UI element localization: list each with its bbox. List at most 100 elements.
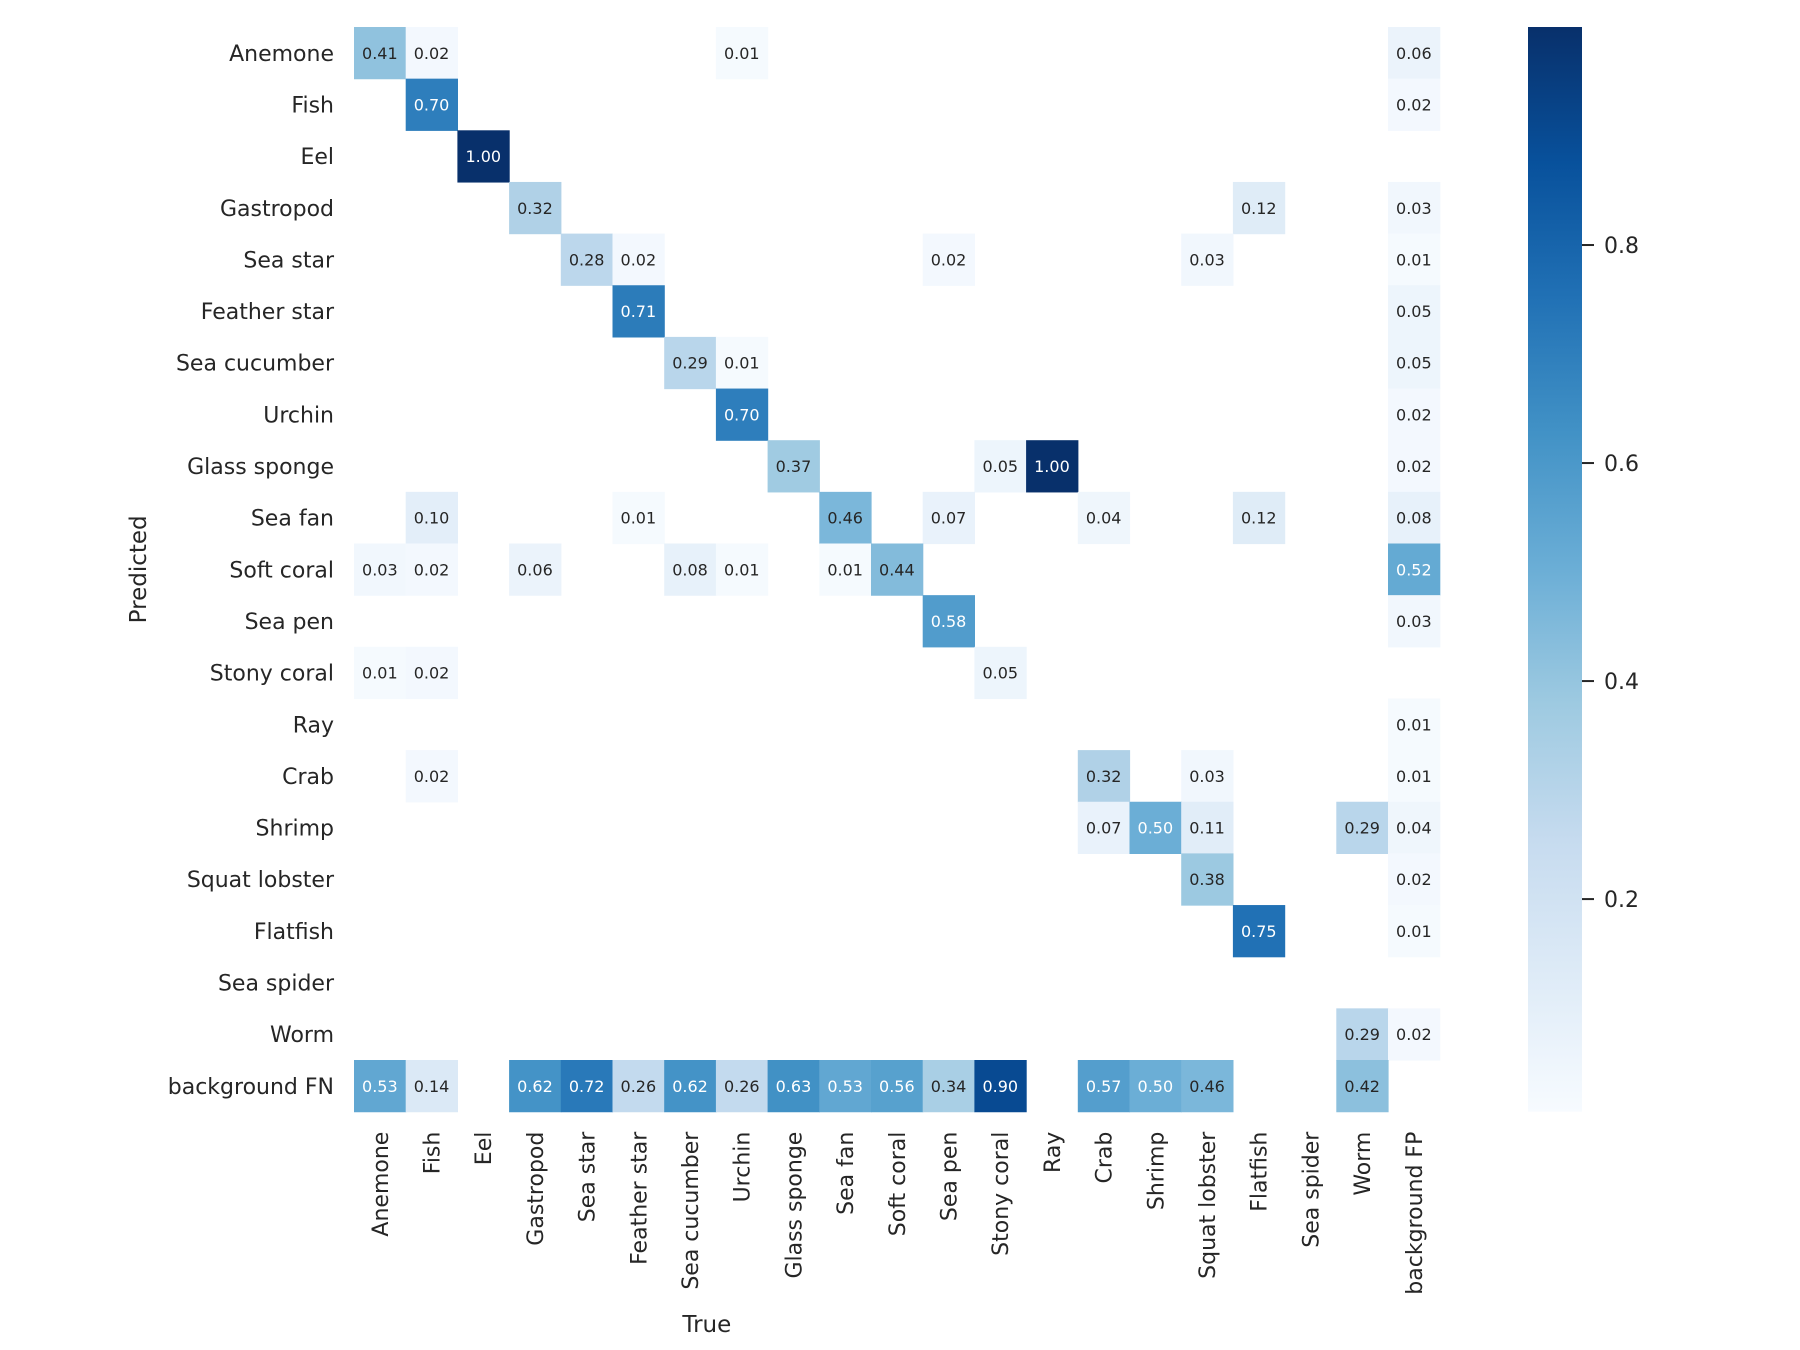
- cell-value-label: 0.01: [724, 44, 760, 63]
- heatmap-cell: [1388, 595, 1441, 648]
- cell-value-label: 0.52: [1396, 560, 1432, 579]
- cell-value-label: 0.02: [414, 44, 450, 63]
- heatmap-cell: [1388, 491, 1441, 545]
- cell-value-label: 0.02: [414, 560, 450, 579]
- heatmap-cell: [715, 27, 769, 80]
- x-tick-label: Sea spider: [1299, 1131, 1324, 1248]
- x-tick-label: Fish: [421, 1132, 446, 1175]
- cell-value-label: 0.70: [414, 95, 450, 114]
- y-tick-label: Sea spider: [218, 972, 335, 997]
- heatmap-cell: [612, 285, 665, 338]
- cell-value-label: 0.02: [414, 767, 450, 786]
- cell-value-label: 0.06: [517, 560, 553, 579]
- cell-value-label: 0.46: [1189, 1077, 1225, 1096]
- heatmap-cell: [974, 1060, 1027, 1113]
- y-tick-label: Flatfish: [254, 920, 334, 945]
- cell-value-label: 0.56: [879, 1077, 915, 1096]
- cell-value-label: 0.42: [1344, 1077, 1380, 1096]
- cell-value-label: 0.01: [1396, 767, 1432, 786]
- heatmap-cell: [1232, 181, 1286, 235]
- heatmap-cell: [1077, 1060, 1131, 1113]
- cell-value-label: 0.02: [1396, 95, 1432, 114]
- heatmap-cell: [1181, 1060, 1234, 1113]
- cell-value-label: 0.07: [1086, 819, 1122, 838]
- cell-value-label: 0.03: [1396, 199, 1432, 218]
- heatmap-cell: [922, 1060, 975, 1113]
- cell-value-label: 0.02: [621, 250, 657, 269]
- heatmap-cell: [1388, 750, 1441, 803]
- cell-value-label: 0.32: [517, 199, 553, 218]
- heatmap-cell: [612, 233, 665, 286]
- cell-value-label: 0.02: [1396, 870, 1432, 889]
- cell-value-label: 0.06: [1396, 44, 1432, 63]
- cell-value-label: 0.08: [672, 560, 708, 579]
- heatmap-cell: [1388, 285, 1441, 338]
- cell-value-label: 0.34: [931, 1077, 967, 1096]
- cell-value-label: 0.04: [1396, 819, 1432, 838]
- colorbar: [1528, 27, 1582, 1112]
- x-tick-label: Squat lobster: [1196, 1131, 1221, 1279]
- heatmap-cell: [1232, 905, 1286, 958]
- x-tick-labels: Anemone Fish Eel Gastropod Sea star Feather s…: [369, 1131, 1428, 1295]
- heatmap-cell: [1388, 853, 1441, 906]
- y-tick-label: Eel: [300, 145, 334, 170]
- cell-value-label: 0.01: [1396, 715, 1432, 734]
- heatmap-cell: [1388, 181, 1441, 235]
- cell-value-label: 0.01: [1396, 922, 1432, 941]
- heatmap-cell: [509, 1060, 562, 1113]
- heatmap-cells: 0.41 0.02 0.01 0.06 0.70 0.02 1.00 0.32 0.12 0.03…: [354, 27, 1441, 1113]
- y-tick-labels: Anemone Fish Eel Gastropod Sea star Feather s…: [168, 42, 335, 1100]
- x-tick-label: Gastropod: [524, 1132, 549, 1246]
- heatmap-cell: [974, 440, 1027, 493]
- heatmap-cell: [405, 78, 458, 131]
- heatmap-cell: [1336, 1060, 1389, 1113]
- heatmap-cell: [1388, 905, 1441, 958]
- heatmap-cell: [922, 595, 975, 648]
- heatmap-cell: [1388, 440, 1441, 493]
- heatmap-cell: [560, 1060, 614, 1113]
- cell-value-label: 1.00: [465, 147, 501, 166]
- x-tick-label: Sea cucumber: [679, 1131, 704, 1290]
- heatmap-cell: [1388, 78, 1441, 131]
- heatmap-cell: [1129, 1060, 1182, 1113]
- cell-value-label: 0.44: [879, 560, 915, 579]
- heatmap-cell: [1026, 440, 1079, 493]
- heatmap-cell: [560, 233, 614, 286]
- heatmap-cell: [1181, 750, 1234, 803]
- cell-value-label: 0.50: [1138, 819, 1174, 838]
- heatmap-cell: [871, 1060, 924, 1113]
- y-tick-label: Sea cucumber: [176, 352, 335, 377]
- heatmap-cell: [922, 491, 975, 545]
- x-tick-label: Urchin: [731, 1132, 756, 1203]
- heatmap-cell: [715, 388, 769, 441]
- y-tick-label: Glass sponge: [187, 455, 334, 480]
- y-tick-label: Urchin: [263, 403, 334, 428]
- colorbar-tick-label: 0.2: [1604, 888, 1639, 913]
- x-tick-label: Soft coral: [886, 1132, 911, 1237]
- y-tick-label: Feather star: [201, 300, 335, 325]
- colorbar-tick-label: 0.4: [1604, 670, 1639, 695]
- heatmap-cell: [1181, 801, 1234, 854]
- heatmap-cell: [1388, 1008, 1441, 1061]
- y-tick-label: background FN: [168, 1075, 334, 1100]
- heatmap-cell: [1388, 543, 1441, 596]
- cell-value-label: 0.02: [1396, 405, 1432, 424]
- cell-value-label: 0.05: [1396, 354, 1432, 373]
- colorbar-ticks: 0.2 0.4 0.6 0.8: [1582, 234, 1639, 913]
- y-tick-label: Sea pen: [245, 610, 334, 635]
- heatmap-cell: [1388, 336, 1441, 390]
- y-tick-label: Soft coral: [229, 558, 334, 583]
- y-tick-label: Crab: [282, 765, 334, 790]
- cell-value-label: 0.53: [362, 1077, 398, 1096]
- cell-value-label: 0.29: [1344, 1025, 1380, 1044]
- heatmap-cell: [1336, 1008, 1389, 1061]
- x-tick-label: Worm: [1351, 1132, 1376, 1196]
- cell-value-label: 0.29: [672, 354, 708, 373]
- x-tick-label: Sea fan: [834, 1132, 859, 1215]
- cell-value-label: 0.08: [1396, 509, 1432, 528]
- x-tick-label: Shrimp: [1144, 1132, 1169, 1210]
- cell-value-label: 0.41: [362, 44, 398, 63]
- heatmap-cell: [1181, 233, 1234, 286]
- cell-value-label: 0.01: [621, 509, 657, 528]
- heatmap-cell: [1232, 491, 1286, 545]
